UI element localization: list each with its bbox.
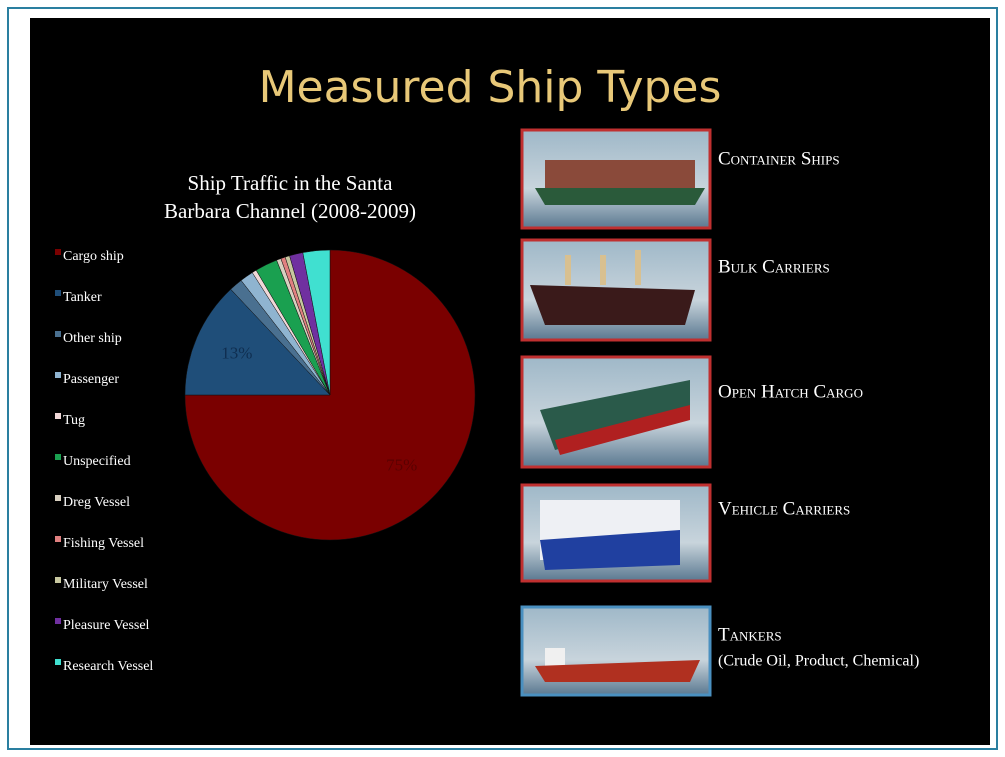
legend-swatch <box>55 495 61 501</box>
legend-swatch <box>55 290 61 296</box>
legend-label: Tanker <box>63 290 102 305</box>
ship-label: Container Ships <box>718 148 840 169</box>
ship-note: (Crude Oil, Product, Chemical) <box>718 653 919 670</box>
legend-swatch <box>55 454 61 460</box>
legend-swatch <box>55 372 61 378</box>
legend-swatch <box>55 618 61 624</box>
legend-swatch <box>55 331 61 337</box>
legend-label: Cargo ship <box>63 249 124 264</box>
ship-photo <box>520 355 712 469</box>
ship-photo <box>520 128 712 230</box>
legend-label: Unspecified <box>63 454 131 469</box>
legend-label: Dreg Vessel <box>63 495 130 510</box>
ship-label: Tankers <box>718 624 782 645</box>
ship-label: Open Hatch Cargo <box>718 381 863 402</box>
ship-label: Bulk Carriers <box>718 256 830 277</box>
legend-label: Military Vessel <box>63 577 148 592</box>
data-label: 75% <box>386 456 417 475</box>
chart-title: Ship Traffic in the Santa <box>188 171 394 195</box>
legend-swatch <box>55 413 61 419</box>
legend-swatch <box>55 659 61 665</box>
data-label: 13% <box>221 344 252 363</box>
legend-label: Pleasure Vessel <box>63 618 150 633</box>
slide-title: Measured Ship Types <box>259 62 722 113</box>
ship-photo <box>520 483 712 583</box>
pie-slice <box>302 249 331 396</box>
legend-label: Fishing Vessel <box>63 536 144 551</box>
legend-label: Tug <box>63 413 85 428</box>
ship-label: Vehicle Carriers <box>718 498 850 519</box>
ship-photo <box>520 605 712 697</box>
legend-swatch <box>55 249 61 255</box>
legend-label: Other ship <box>63 331 122 346</box>
pie-slice <box>184 288 331 396</box>
legend-label: Passenger <box>63 372 119 387</box>
ship-photo <box>520 238 712 342</box>
legend-swatch <box>55 536 61 542</box>
legend-swatch <box>55 577 61 583</box>
chart-title: Barbara Channel (2008-2009) <box>164 199 416 223</box>
legend-label: Research Vessel <box>63 659 153 674</box>
